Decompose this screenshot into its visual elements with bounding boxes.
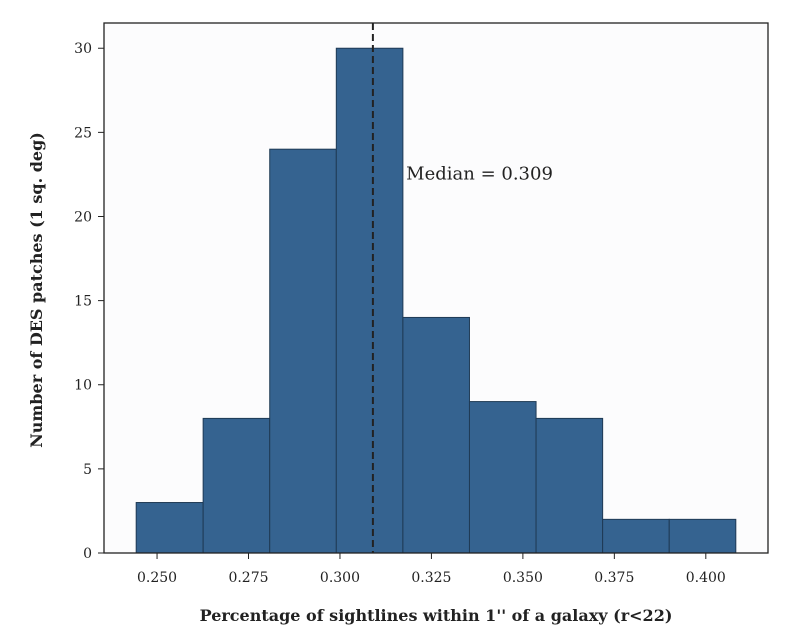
histogram-bar [202,417,271,554]
y-tick-label: 0 [83,546,92,562]
y-tick-label: 30 [74,41,92,57]
histogram-bar [335,47,404,554]
y-tick-label: 20 [74,209,92,225]
y-tick-label: 25 [74,125,92,141]
x-tick-label: 0.250 [137,570,177,586]
bars-group [135,47,737,554]
histogram-bar [668,518,737,554]
x-tick-label: 0.275 [228,570,268,586]
histogram-bar [468,401,537,554]
y-tick-label: 10 [74,378,92,394]
histogram-bar [135,502,204,554]
histogram-bar [602,518,670,554]
histogram-bar [535,417,604,554]
y-tick-label: 5 [83,462,92,478]
histogram-bar [269,148,337,554]
x-axis-ticks: 0.250 0.275 0.300 0.325 0.350 0.375 0.400 [137,553,726,586]
y-axis-label: Number of DES patches (1 sq. deg) [27,132,46,448]
x-tick-label: 0.400 [686,570,726,586]
histogram-bar [402,316,470,554]
plot-frame [103,22,769,554]
x-tick-label: 0.350 [503,570,543,586]
x-tick-label: 0.300 [320,570,360,586]
y-tick-label: 15 [74,294,92,310]
y-axis-ticks: 0 5 10 15 20 25 30 [74,41,104,562]
x-tick-label: 0.325 [411,570,451,586]
x-axis-label: Percentage of sightlines within 1'' of a… [200,606,673,625]
median-annotation: Median = 0.309 [406,163,553,184]
x-tick-label: 0.375 [594,570,634,586]
